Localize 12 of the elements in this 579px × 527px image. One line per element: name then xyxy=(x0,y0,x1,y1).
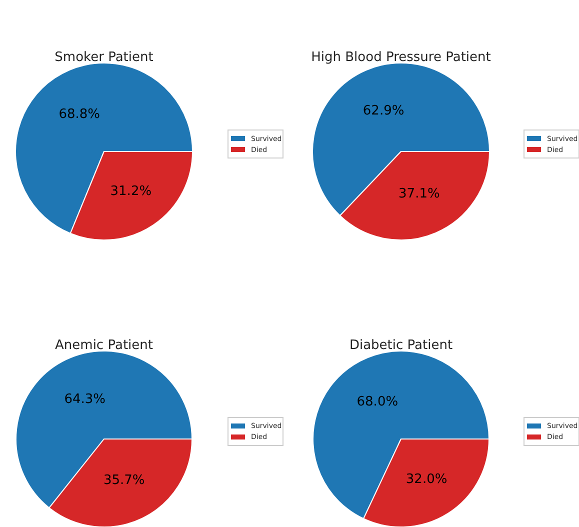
data-label: 31.2% xyxy=(110,184,152,200)
data-label: 68.0% xyxy=(356,394,398,410)
chart-title: Smoker Patient xyxy=(54,50,154,65)
data-label: 64.3% xyxy=(64,392,106,407)
chart-title: High Blood Pressure Patient xyxy=(311,50,491,65)
data-label: 32.0% xyxy=(406,472,448,487)
chart-title: Diabetic Patient xyxy=(349,338,453,353)
data-label: 35.7% xyxy=(103,473,145,488)
data-label: 62.9% xyxy=(362,103,404,118)
data-label: 68.8% xyxy=(58,107,100,122)
data-label: 37.1% xyxy=(398,186,440,202)
chart-title: Anemic Patient xyxy=(55,338,153,353)
